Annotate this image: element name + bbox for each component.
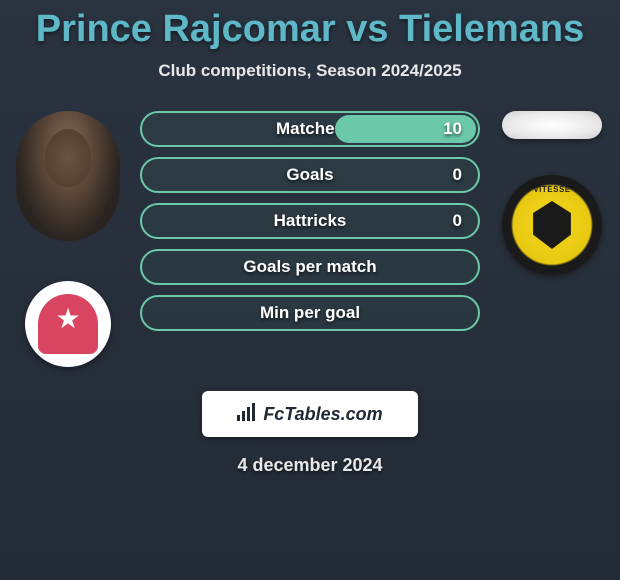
stat-row-hattricks: Hattricks 0	[140, 203, 480, 239]
stat-row-min-per-goal: Min per goal	[140, 295, 480, 331]
stat-label: Goals per match	[243, 257, 376, 277]
page-title: Prince Rajcomar vs Tielemans	[0, 0, 620, 51]
date-line: 4 december 2024	[0, 455, 620, 476]
brand-text: FcTables.com	[263, 404, 382, 425]
stat-label: Matches	[276, 119, 344, 139]
stat-value-right: 0	[453, 165, 462, 185]
stat-label: Min per goal	[260, 303, 360, 323]
stat-label: Hattricks	[274, 211, 347, 231]
right-player-column	[492, 111, 612, 275]
brand-badge: FcTables.com	[202, 391, 418, 437]
left-club-badge	[25, 281, 111, 367]
left-player-column	[8, 111, 128, 367]
left-player-photo	[16, 111, 120, 241]
stat-label: Goals	[286, 165, 333, 185]
right-player-photo	[502, 111, 602, 139]
comparison-area: Matches 10 Goals 0 Hattricks 0 Goals per…	[0, 111, 620, 371]
subtitle: Club competitions, Season 2024/2025	[0, 61, 620, 81]
stat-row-goals: Goals 0	[140, 157, 480, 193]
stat-row-matches: Matches 10	[140, 111, 480, 147]
stat-row-goals-per-match: Goals per match	[140, 249, 480, 285]
stat-value-right: 10	[443, 119, 462, 139]
star-icon	[38, 294, 98, 354]
right-club-badge	[502, 175, 602, 275]
chart-icon	[237, 403, 257, 426]
stat-value-right: 0	[453, 211, 462, 231]
stats-column: Matches 10 Goals 0 Hattricks 0 Goals per…	[140, 111, 480, 341]
